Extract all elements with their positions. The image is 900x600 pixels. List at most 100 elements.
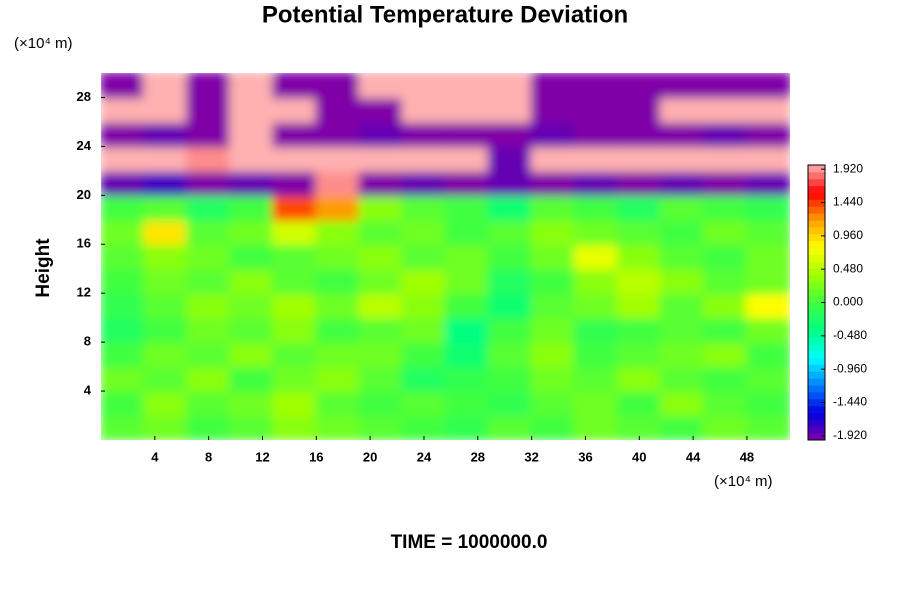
cell [745,414,790,440]
colorbar-swatch [808,378,825,386]
cell [401,292,447,319]
cell [229,243,275,270]
cell [186,341,232,368]
cell [315,414,361,440]
colorbar-swatch [808,247,825,255]
cell [659,365,705,393]
cell [530,218,576,246]
cell [487,73,533,99]
cell [272,316,318,344]
cell [573,414,619,440]
cell [659,145,705,172]
cell [487,292,533,319]
cell [573,96,619,123]
y-tick-label: 12 [77,285,91,300]
cell [487,267,533,295]
cell [702,169,748,197]
cell [616,414,662,440]
colorbar-swatch [808,288,825,297]
cell [143,316,189,344]
cell [101,414,146,440]
cell [143,73,189,99]
cell [487,365,533,393]
cell [143,194,189,221]
cell [315,218,361,246]
colorbar: 1.920 1.440 0.960 0.480 0.000 -0.480 -0.960 -1.… [807,161,867,442]
cell [272,267,318,295]
cell [358,292,404,319]
cell [702,341,748,368]
cell [702,316,748,344]
colorbar-label: 0.000 [833,295,863,309]
cell [745,341,790,368]
colorbar-swatch [808,343,825,352]
colorbar-label: -1.440 [833,395,867,409]
cell [573,341,619,368]
cell [444,414,490,440]
cell [143,120,189,148]
colorbar-swatch [808,192,825,200]
cell [659,73,705,99]
colorbar-label: -1.920 [833,428,867,442]
cell [401,390,447,417]
x-tick-label: 40 [632,449,646,464]
cell [487,243,533,270]
cell [101,73,146,99]
cell [487,316,533,344]
x-tick-label: 24 [417,449,432,464]
cell [229,218,275,246]
cell [702,218,748,246]
colorbar-swatch [808,405,825,413]
colorbar-swatch [808,226,825,235]
cell [659,292,705,319]
cell [444,120,490,148]
cell [315,365,361,393]
cell [401,341,447,368]
colorbar-label: 0.960 [833,228,863,242]
cell [573,218,619,246]
cell [143,218,189,246]
cell [745,96,790,123]
colorbar-swatch [808,309,825,317]
colorbar-swatch [808,199,825,207]
cell [272,194,318,221]
cell [229,169,275,197]
cell [229,96,275,123]
cell [487,341,533,368]
cell [530,120,576,148]
cell [186,243,232,270]
x-tick-label: 16 [309,449,323,464]
cell [186,365,232,393]
cell [315,194,361,221]
cell [101,267,146,295]
cell [401,169,447,197]
cell [358,316,404,344]
cell [530,73,576,99]
cell [487,390,533,417]
cell [487,145,533,172]
y-axis-title: Height [33,238,54,298]
cell [444,292,490,319]
cell [101,341,146,368]
cell [401,96,447,123]
cell [487,169,533,197]
cell [272,414,318,440]
cell [272,365,318,393]
cell [573,365,619,393]
colorbar-label: -0.960 [833,361,867,375]
cell [272,73,318,99]
colorbar-swatch [808,178,825,187]
colorbar-swatch [808,371,825,379]
cell [444,267,490,295]
cell [702,120,748,148]
cell [444,73,490,99]
cell [702,292,748,319]
x-unit: (×10⁴ m) [714,473,773,490]
cell [186,96,232,123]
cell [358,365,404,393]
cell [186,390,232,417]
cell [702,267,748,295]
cell [659,390,705,417]
cell [745,267,790,295]
cell [401,267,447,295]
